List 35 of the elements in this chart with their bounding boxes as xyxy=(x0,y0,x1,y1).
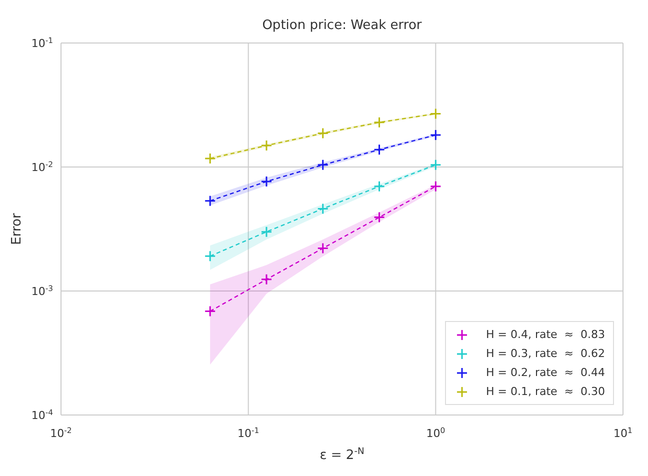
point xyxy=(374,144,386,156)
point xyxy=(260,176,272,188)
legend-label: H = 0.3, rate ≈ 0.62 xyxy=(486,347,605,360)
x-tick-label: 10$^{1}$ xyxy=(614,426,633,440)
point xyxy=(204,306,216,318)
point xyxy=(317,128,329,140)
x-tick-label: 10$^{-2}$ xyxy=(50,426,72,440)
chart-title: Option price: Weak error xyxy=(261,18,423,33)
point xyxy=(317,159,329,171)
point xyxy=(374,212,386,224)
point xyxy=(204,195,216,207)
point xyxy=(430,129,442,141)
point xyxy=(204,152,216,164)
point xyxy=(374,116,386,128)
point xyxy=(204,250,216,262)
legend-label: H = 0.2, rate ≈ 0.44 xyxy=(486,366,605,379)
point xyxy=(260,140,272,152)
point xyxy=(260,226,272,238)
y-tick-label: 10$^{-4}$ xyxy=(31,408,54,422)
y-tick-label: 10$^{-1}$ xyxy=(31,36,54,50)
point xyxy=(430,108,442,120)
point xyxy=(374,180,386,192)
x-axis-title: ε = 2$^{-N}$ xyxy=(320,447,364,463)
legend-label: H = 0.1, rate ≈ 0.30 xyxy=(486,385,605,398)
legend-label: H = 0.4, rate ≈ 0.83 xyxy=(486,328,605,341)
point xyxy=(430,159,442,171)
point xyxy=(260,274,272,286)
y-tick-label: 10$^{-3}$ xyxy=(31,284,54,298)
y-tick-label: 10$^{-2}$ xyxy=(31,160,54,174)
x-tick-label: 10$^{-1}$ xyxy=(237,426,260,440)
x-tick-label: 10$^{0}$ xyxy=(426,426,446,440)
point xyxy=(430,180,442,192)
point xyxy=(317,202,329,214)
y-axis-title: Error xyxy=(10,212,25,245)
point xyxy=(317,242,329,254)
